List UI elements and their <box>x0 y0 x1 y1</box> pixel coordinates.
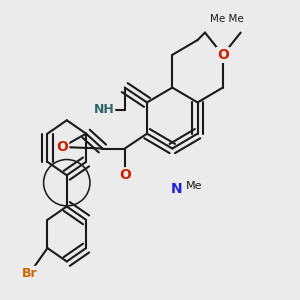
Text: O: O <box>119 168 131 182</box>
Text: O: O <box>56 140 68 154</box>
Text: Br: Br <box>22 267 38 280</box>
Text: O: O <box>217 48 229 62</box>
Text: Me: Me <box>186 181 202 191</box>
Text: NH: NH <box>94 103 114 116</box>
Text: Me Me: Me Me <box>210 14 244 24</box>
Text: N: N <box>171 182 183 196</box>
